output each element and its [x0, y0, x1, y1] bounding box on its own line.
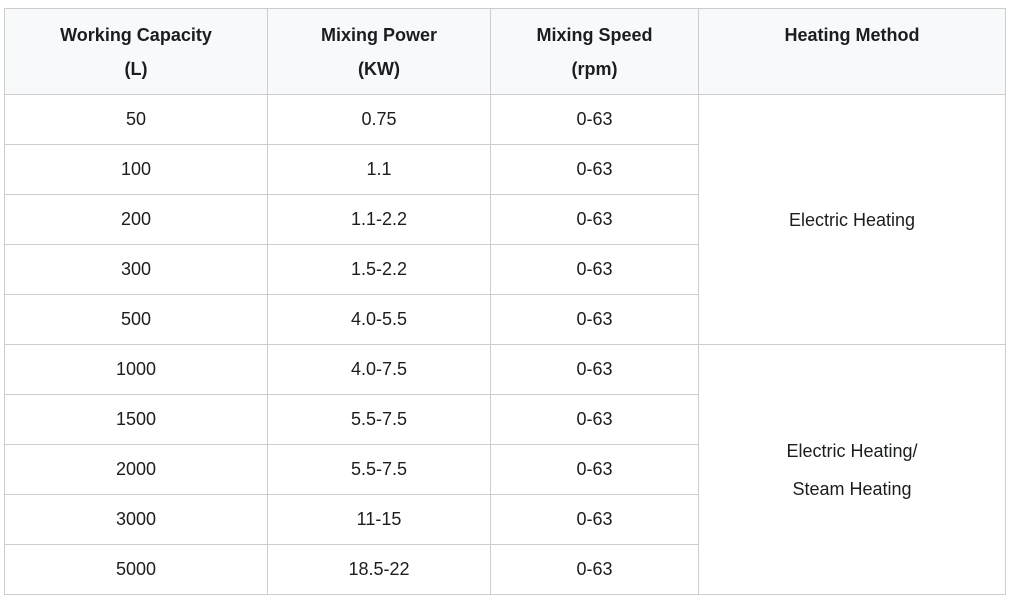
header-row: Working Capacity (L) Mixing Power (KW) M… — [4, 8, 1006, 95]
heating-method-label-line2: Steam Heating — [792, 478, 912, 499]
capacity-cell: 500 — [4, 294, 268, 345]
col-header-heating-method-line1: Heating Method — [784, 25, 920, 45]
table-header: Working Capacity (L) Mixing Power (KW) M… — [4, 8, 1006, 95]
table-row: 100 1.1 0-63 — [4, 144, 1006, 195]
col-header-working-capacity: Working Capacity (L) — [4, 8, 268, 95]
power-cell: 11-15 — [267, 494, 491, 545]
capacity-cell: 300 — [4, 244, 268, 295]
table-row: 1500 5.5-7.5 0-63 — [4, 394, 1006, 445]
power-cell: 5.5-7.5 — [267, 444, 491, 495]
power-cell: 1.1 — [267, 144, 491, 195]
speed-cell: 0-63 — [490, 444, 699, 495]
power-cell: 1.5-2.2 — [267, 244, 491, 295]
speed-cell: 0-63 — [490, 244, 699, 295]
speed-cell: 0-63 — [490, 94, 699, 145]
capacity-cell: 200 — [4, 194, 268, 245]
table-row: 1000 4.0-7.5 0-63 Electric Heating/ Stea… — [4, 344, 1006, 595]
speed-cell: 0-63 — [490, 394, 699, 445]
speed-cell: 0-63 — [490, 544, 699, 595]
specs-table: Working Capacity (L) Mixing Power (KW) M… — [4, 8, 1006, 595]
col-header-mixing-power-unit: (KW) — [358, 59, 400, 79]
table-row: 500 4.0-5.5 0-63 — [4, 294, 1006, 345]
capacity-cell: 1000 — [4, 344, 268, 395]
capacity-cell: 5000 — [4, 544, 268, 595]
power-cell: 4.0-7.5 — [267, 344, 491, 395]
table-row: 2000 5.5-7.5 0-63 — [4, 444, 1006, 495]
heating-method-cell-electric-steam: Electric Heating/ Steam Heating — [698, 344, 1006, 595]
capacity-cell: 50 — [4, 94, 268, 145]
table-body: 50 0.75 0-63 Electric Heating 100 1.1 0-… — [4, 94, 1006, 595]
col-header-mixing-power: Mixing Power (KW) — [267, 8, 491, 95]
capacity-cell: 3000 — [4, 494, 268, 545]
col-header-working-capacity-unit: (L) — [124, 59, 148, 79]
col-header-heating-method: Heating Method — [698, 8, 1006, 95]
capacity-cell: 100 — [4, 144, 268, 195]
speed-cell: 0-63 — [490, 144, 699, 195]
heating-method-cell-electric: Electric Heating — [698, 94, 1006, 345]
heating-method-label: Electric Heating — [788, 209, 916, 230]
col-header-mixing-speed-line1: Mixing Speed — [536, 25, 653, 45]
col-header-mixing-speed-unit: (rpm) — [571, 59, 618, 79]
speed-cell: 0-63 — [490, 344, 699, 395]
col-header-working-capacity-line1: Working Capacity — [60, 25, 212, 45]
power-cell: 4.0-5.5 — [267, 294, 491, 345]
col-header-mixing-power-line1: Mixing Power — [320, 25, 437, 45]
power-cell: 18.5-22 — [267, 544, 491, 595]
capacity-cell: 1500 — [4, 394, 268, 445]
power-cell: 0.75 — [267, 94, 491, 145]
power-cell: 1.1-2.2 — [267, 194, 491, 245]
table-row: 50 0.75 0-63 Electric Heating — [4, 94, 1006, 345]
heating-method-label-line1: Electric Heating/ — [786, 440, 918, 461]
speed-cell: 0-63 — [490, 194, 699, 245]
power-cell: 5.5-7.5 — [267, 394, 491, 445]
speed-cell: 0-63 — [490, 494, 699, 545]
table-row: 300 1.5-2.2 0-63 — [4, 244, 1006, 295]
capacity-cell: 2000 — [4, 444, 268, 495]
table-row: 200 1.1-2.2 0-63 — [4, 194, 1006, 245]
col-header-mixing-speed: Mixing Speed (rpm) — [490, 8, 699, 95]
table-row: 5000 18.5-22 0-63 — [4, 544, 1006, 595]
specs-table-container: Working Capacity (L) Mixing Power (KW) M… — [4, 8, 1006, 595]
speed-cell: 0-63 — [490, 294, 699, 345]
table-row: 3000 11-15 0-63 — [4, 494, 1006, 545]
